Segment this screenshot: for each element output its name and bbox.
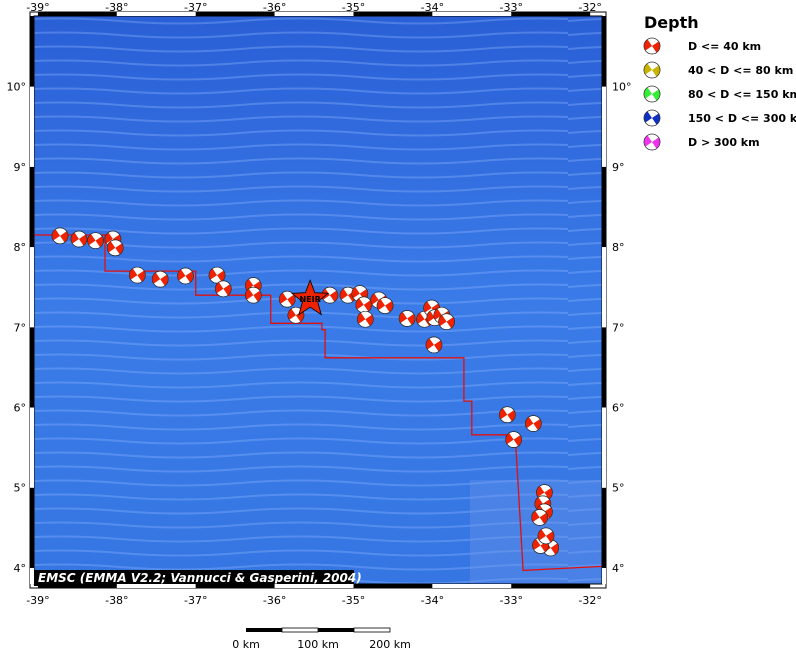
event-beachball[interactable] — [505, 431, 522, 448]
beachball-icon — [643, 109, 661, 127]
lat-tick-label-right: 6° — [612, 402, 625, 415]
lon-tick-label-top: -36° — [263, 1, 286, 14]
lon-tick-label-bottom: -35° — [342, 594, 365, 607]
lat-tick-label-left: 8° — [14, 241, 27, 254]
lat-tick-label-left: 9° — [14, 161, 27, 174]
legend-item: 150 < D <= 300 km — [643, 109, 796, 127]
event-beachball[interactable] — [87, 232, 104, 249]
event-beachball[interactable] — [537, 527, 555, 545]
scale-seg-4 — [353, 627, 391, 633]
credit-box: EMSC (EMMA V2.2; Vannucci & Gasperini, 2… — [34, 570, 362, 586]
credit-text: EMSC (EMMA V2.2; Vannucci & Gasperini, 2… — [38, 571, 362, 585]
legend-item-label: 40 < D <= 80 km — [688, 64, 793, 77]
map-area[interactable]: NEIR EMSC (EMMA V2.2; Vannucci & Gasperi… — [34, 16, 602, 586]
beachball-icon — [643, 133, 661, 151]
map-frame — [29, 11, 607, 589]
axis-ticks: -39° -39° -38° -38° -37° -37° -36° -36° -35° -35°… — [7, 1, 632, 607]
lat-tick-label-right: 4° — [612, 562, 625, 575]
event-beachball[interactable] — [398, 310, 416, 327]
lon-tick-label-bottom: -33° — [500, 594, 523, 607]
rough-seafloor-patch — [470, 480, 602, 584]
lat-tick-label-right: 9° — [612, 161, 625, 174]
earthquake-events — [51, 227, 560, 557]
event-beachball[interactable] — [129, 266, 146, 284]
scale-seg-1 — [246, 628, 282, 632]
lon-tick-label-bottom: -36° — [263, 594, 286, 607]
lon-tick-label-bottom: -34° — [421, 594, 444, 607]
event-beachball[interactable] — [151, 270, 169, 288]
lat-tick-label-right: 8° — [612, 241, 625, 254]
lon-tick-label-bottom: -37° — [184, 594, 207, 607]
event-beachball[interactable] — [51, 227, 69, 245]
event-beachball[interactable] — [531, 509, 548, 526]
lat-tick-label-left: 10° — [7, 81, 27, 94]
lon-tick-label-top: -37° — [184, 1, 207, 14]
scale-label-200: 200 km — [369, 638, 411, 650]
beachball-icon — [643, 61, 661, 79]
scale-seg-2 — [281, 627, 319, 633]
lon-tick-label-top: -39° — [26, 1, 49, 14]
event-beachball[interactable] — [215, 280, 232, 298]
legend-item-label: 80 < D <= 150 km — [688, 88, 796, 101]
lat-tick-label-left: 5° — [14, 482, 27, 495]
legend-item: 40 < D <= 80 km — [643, 61, 793, 79]
event-beachball[interactable] — [499, 406, 516, 424]
event-beachball[interactable] — [208, 266, 226, 284]
beachball-icon — [643, 85, 661, 103]
event-beachball[interactable] — [357, 310, 374, 328]
event-beachball[interactable] — [438, 313, 455, 330]
lon-tick-label-top: -34° — [421, 1, 444, 14]
scale-bar: 0 km 100 km 200 km — [232, 627, 411, 650]
lon-tick-label-bottom: -32° — [578, 594, 601, 607]
event-beachball[interactable] — [245, 286, 262, 304]
lon-tick-label-top: -32° — [578, 1, 601, 14]
event-beachball[interactable] — [376, 297, 394, 314]
lat-tick-label-right: 7° — [612, 321, 625, 334]
event-beachball[interactable] — [177, 267, 194, 285]
lon-tick-label-bottom: -38° — [105, 594, 128, 607]
event-beachball[interactable] — [355, 296, 373, 314]
legend-item-label: 150 < D <= 300 km — [688, 112, 796, 125]
scale-label-0: 0 km — [232, 638, 260, 650]
lon-tick-label-bottom: -39° — [26, 594, 49, 607]
event-beachball[interactable] — [278, 290, 296, 308]
legend-item: D > 300 km — [643, 133, 760, 151]
lat-tick-label-left: 4° — [14, 562, 27, 575]
lon-tick-label-top: -38° — [105, 1, 128, 14]
lon-tick-label-top: -35° — [342, 1, 365, 14]
legend: Depth D <= 40 km 40 < D <= 80 km 80 < D <=… — [643, 13, 796, 151]
lat-tick-label-right: 5° — [612, 482, 625, 495]
station-star-icon — [290, 279, 330, 316]
scale-seg-3 — [318, 628, 354, 632]
lon-tick-label-top: -33° — [500, 1, 523, 14]
legend-item: D <= 40 km — [643, 37, 761, 55]
beachball-icon — [643, 37, 661, 55]
event-beachball[interactable] — [106, 239, 124, 257]
legend-item: 80 < D <= 150 km — [643, 85, 796, 103]
lat-tick-label-left: 7° — [14, 321, 27, 334]
legend-item-label: D > 300 km — [688, 136, 760, 149]
event-beachball[interactable] — [70, 230, 88, 248]
scale-label-100: 100 km — [297, 638, 339, 650]
lat-tick-label-left: 6° — [14, 402, 27, 415]
lat-tick-label-right: 10° — [612, 81, 632, 94]
legend-item-label: D <= 40 km — [688, 40, 761, 53]
station-marker[interactable]: NEIR — [290, 279, 330, 316]
legend-title: Depth — [644, 13, 699, 32]
station-label: NEIR — [299, 295, 320, 304]
event-beachball[interactable] — [425, 336, 443, 354]
event-beachball[interactable] — [525, 415, 542, 432]
